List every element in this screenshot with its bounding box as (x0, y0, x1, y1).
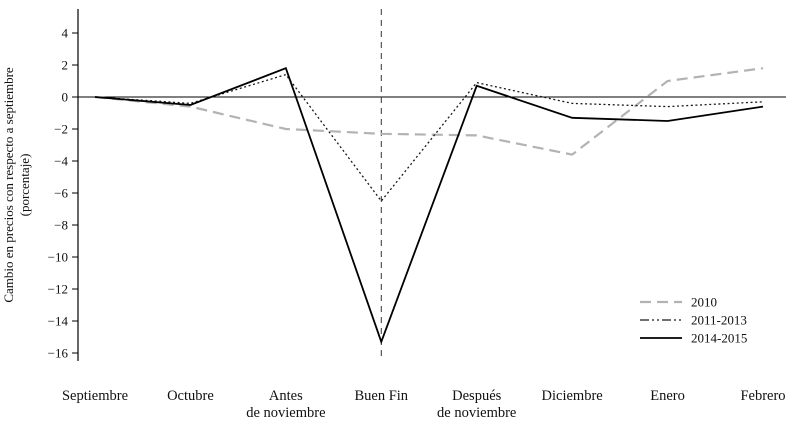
x-axis-label: Diciembre (542, 388, 603, 404)
legend-label-2010: 2010 (691, 295, 717, 310)
y-tick-label: −10 (48, 250, 68, 265)
y-tick-label: −12 (48, 282, 68, 297)
y-axis-title-line2: (porcentaje) (17, 154, 32, 217)
legend: 2010 2011-2013 2014-2015 (640, 295, 747, 346)
x-axis-label: Buen Fin (354, 388, 408, 404)
y-tick-label: 0 (62, 90, 69, 105)
y-tick-label: −6 (54, 186, 68, 201)
y-axis-title-line1: Cambio en precios con respecto a septiem… (1, 67, 16, 303)
y-tick-label: −16 (48, 346, 69, 361)
series-line-2014-2015 (94, 67, 764, 345)
legend-label-2014-2015: 2014-2015 (691, 331, 747, 346)
y-tick-label: 4 (62, 26, 69, 41)
x-axis-label: Después (452, 388, 501, 404)
x-axis-label: Antes (269, 388, 303, 404)
y-tick-label: −14 (48, 314, 69, 329)
plot-area: 4 2 0 −2 −4 −6 −8 −10 −12 −14 −16 Septiembre Octubre… (48, 9, 786, 421)
x-axis-label: Septiembre (62, 388, 128, 404)
legend-label-2011-2013: 2011-2013 (691, 313, 747, 328)
x-axis-label: de noviembre (246, 405, 325, 421)
series-line-2010 (94, 67, 764, 156)
x-axis-label: Enero (650, 388, 685, 404)
x-axis-label: de noviembre (437, 405, 516, 421)
series-line-2011-2013 (94, 73, 764, 203)
y-tick-label: −8 (54, 218, 68, 233)
x-axis-label: Octubre (167, 388, 214, 404)
y-tick-label: −4 (54, 154, 68, 169)
x-axis-label: Febrero (740, 388, 785, 404)
y-tick-label: −2 (54, 122, 68, 137)
y-tick-label: 2 (62, 58, 69, 73)
